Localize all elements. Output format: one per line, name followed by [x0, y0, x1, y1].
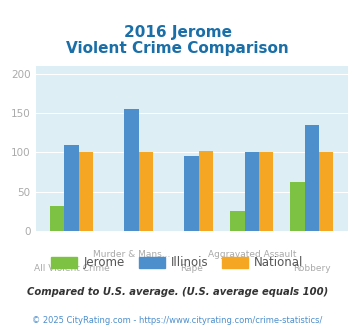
Text: Rape: Rape — [180, 264, 203, 273]
Text: Murder & Mans...: Murder & Mans... — [93, 250, 170, 259]
Text: Aggravated Assault: Aggravated Assault — [208, 250, 296, 259]
Bar — [319, 152, 333, 231]
Bar — [245, 152, 259, 231]
Legend: Jerome, Illinois, National: Jerome, Illinois, National — [47, 252, 308, 274]
Bar — [230, 211, 245, 231]
Text: Violent Crime Comparison: Violent Crime Comparison — [66, 41, 289, 56]
Bar — [305, 125, 319, 231]
Bar — [124, 109, 139, 231]
Bar — [79, 152, 93, 231]
Text: 2016 Jerome: 2016 Jerome — [124, 25, 231, 40]
Bar — [139, 152, 153, 231]
Text: Compared to U.S. average. (U.S. average equals 100): Compared to U.S. average. (U.S. average … — [27, 287, 328, 297]
Bar — [259, 152, 273, 231]
Bar — [185, 156, 199, 231]
Bar — [64, 145, 79, 231]
Text: All Violent Crime: All Violent Crime — [34, 264, 109, 273]
Text: Robbery: Robbery — [293, 264, 331, 273]
Text: © 2025 CityRating.com - https://www.cityrating.com/crime-statistics/: © 2025 CityRating.com - https://www.city… — [32, 315, 323, 325]
Bar — [290, 182, 305, 231]
Bar — [50, 206, 64, 231]
Bar — [199, 151, 213, 231]
